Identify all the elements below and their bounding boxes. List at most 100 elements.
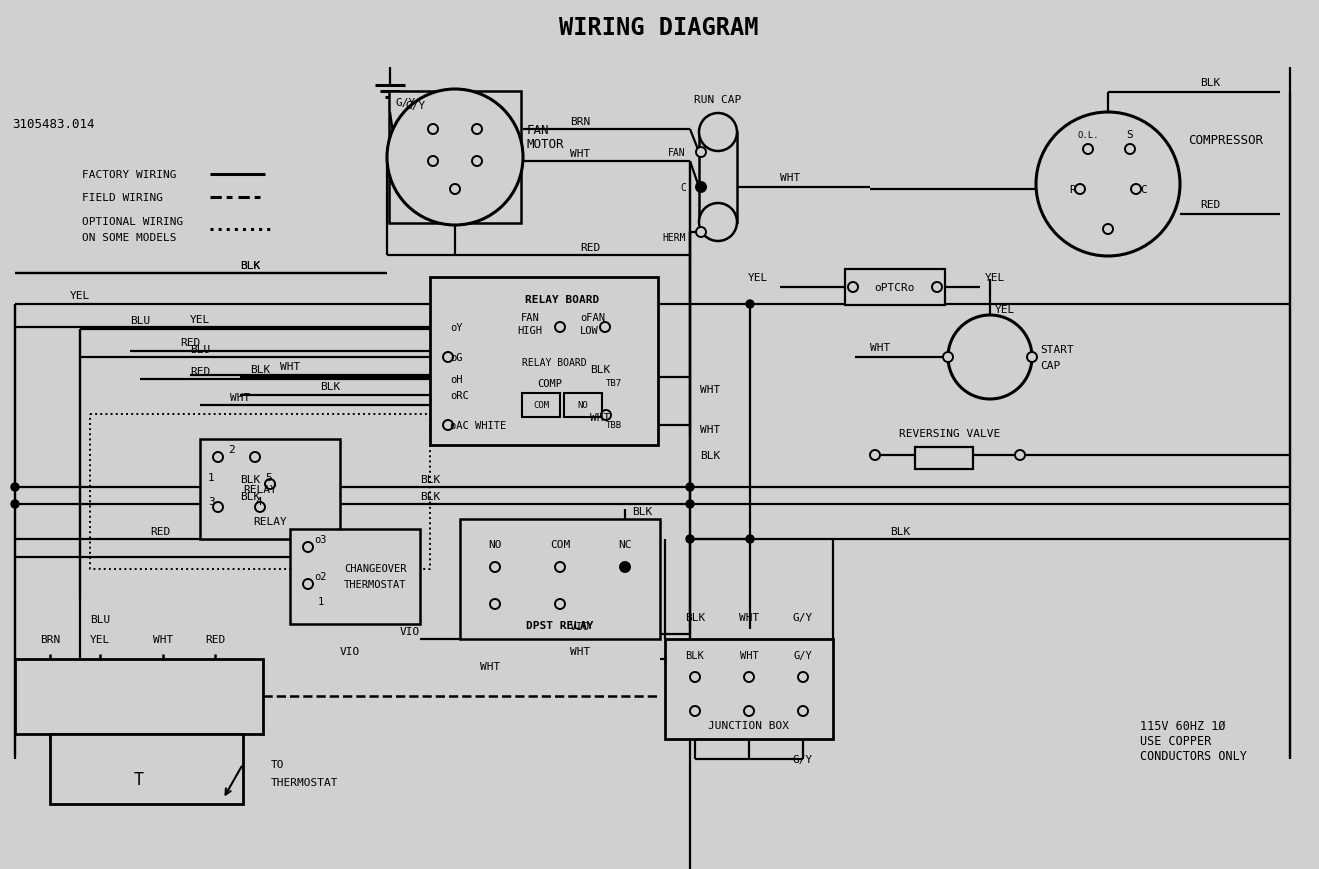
Circle shape <box>744 706 754 716</box>
Text: HIGH: HIGH <box>517 326 542 335</box>
Circle shape <box>747 301 754 308</box>
Text: WHT: WHT <box>230 393 251 402</box>
Circle shape <box>943 353 954 362</box>
Text: RED: RED <box>150 527 170 536</box>
Text: oRC: oRC <box>450 390 468 401</box>
Text: T: T <box>135 770 144 788</box>
Text: 115V 60HZ 1Ø
USE COPPER
CONDUCTORS ONLY: 115V 60HZ 1Ø USE COPPER CONDUCTORS ONLY <box>1140 720 1246 762</box>
Circle shape <box>747 535 754 543</box>
Text: REVERSING VALVE: REVERSING VALVE <box>900 428 1001 439</box>
Circle shape <box>621 563 629 571</box>
Text: WHT: WHT <box>570 647 590 656</box>
Text: S: S <box>1126 129 1133 140</box>
Text: oG: oG <box>450 353 463 362</box>
Bar <box>290 529 419 624</box>
Text: RED: RED <box>190 367 210 376</box>
Bar <box>699 133 737 222</box>
Circle shape <box>11 501 18 508</box>
Text: RED: RED <box>204 634 226 644</box>
Circle shape <box>699 203 737 242</box>
Text: THERMOSTAT: THERMOSTAT <box>344 580 406 589</box>
Text: BLK: BLK <box>321 381 340 392</box>
Text: RELAY: RELAY <box>253 516 286 527</box>
Text: 3: 3 <box>208 496 215 507</box>
Text: R: R <box>1070 185 1076 195</box>
Text: WHT: WHT <box>700 425 720 434</box>
Text: VIO: VIO <box>400 627 419 636</box>
Text: YEL: YEL <box>995 305 1016 315</box>
Text: WHT: WHT <box>153 634 173 644</box>
Circle shape <box>450 185 460 195</box>
Text: YEL: YEL <box>190 315 210 325</box>
Text: oPTCRo: oPTCRo <box>874 282 915 293</box>
Text: VIO: VIO <box>570 621 590 631</box>
Text: RED: RED <box>1200 200 1220 209</box>
Text: oAC WHITE: oAC WHITE <box>450 421 506 430</box>
Text: 1: 1 <box>318 596 324 607</box>
Text: JUNCTION BOX: JUNCTION BOX <box>708 720 790 730</box>
Text: G/Y: G/Y <box>794 650 813 660</box>
Text: 4: 4 <box>255 496 261 507</box>
Circle shape <box>798 706 809 716</box>
Text: BLU: BLU <box>131 315 150 326</box>
Circle shape <box>686 483 694 492</box>
Text: NC: NC <box>619 540 632 549</box>
Text: 3105483.014: 3105483.014 <box>12 118 95 131</box>
Circle shape <box>1125 145 1136 155</box>
Circle shape <box>443 353 452 362</box>
Text: BLK: BLK <box>249 365 270 375</box>
Text: FIELD WIRING: FIELD WIRING <box>82 193 164 202</box>
Text: BLK: BLK <box>419 474 441 484</box>
Text: FAN: FAN <box>528 123 550 136</box>
Text: MOTOR: MOTOR <box>528 137 565 150</box>
Circle shape <box>686 501 694 508</box>
Circle shape <box>620 562 630 573</box>
Circle shape <box>303 580 313 589</box>
Text: BLK: BLK <box>632 507 653 516</box>
Circle shape <box>212 453 223 462</box>
Text: DPST RELAY: DPST RELAY <box>526 620 594 630</box>
Circle shape <box>555 562 565 573</box>
Bar <box>15 660 262 734</box>
Circle shape <box>690 706 700 716</box>
Circle shape <box>472 125 481 135</box>
Text: VIO: VIO <box>340 647 360 656</box>
Circle shape <box>251 453 260 462</box>
Circle shape <box>1075 185 1086 195</box>
Text: YEL: YEL <box>748 273 768 282</box>
Text: CHANGEOVER: CHANGEOVER <box>344 563 406 574</box>
Text: 1: 1 <box>208 473 215 482</box>
Text: RELAY BOARD: RELAY BOARD <box>525 295 599 305</box>
Circle shape <box>933 282 942 293</box>
Text: WHT: WHT <box>570 149 590 159</box>
Circle shape <box>686 535 694 543</box>
Text: TBB: TBB <box>605 421 623 430</box>
Text: BLK: BLK <box>700 450 720 461</box>
Text: WHT: WHT <box>480 661 500 671</box>
Text: TO: TO <box>270 760 285 769</box>
Text: FAN: FAN <box>669 148 686 158</box>
Text: YEL: YEL <box>985 273 1005 282</box>
Circle shape <box>696 228 706 238</box>
Text: WHT: WHT <box>871 342 890 353</box>
Text: BLK: BLK <box>686 650 704 660</box>
Circle shape <box>699 114 737 152</box>
Text: WHT: WHT <box>740 650 758 660</box>
Text: G/Y: G/Y <box>793 754 813 764</box>
Bar <box>200 440 340 540</box>
Text: OPTIONAL WIRING: OPTIONAL WIRING <box>82 216 183 227</box>
Circle shape <box>555 322 565 333</box>
Circle shape <box>212 502 223 513</box>
Text: RELAY BOARD: RELAY BOARD <box>522 357 587 368</box>
Circle shape <box>1028 353 1037 362</box>
Text: RUN CAP: RUN CAP <box>694 95 741 105</box>
Circle shape <box>601 410 611 421</box>
Circle shape <box>255 502 265 513</box>
Text: 5: 5 <box>265 473 272 482</box>
Circle shape <box>427 156 438 167</box>
Text: COM: COM <box>533 401 549 410</box>
Text: BLK: BLK <box>1200 78 1220 88</box>
Bar <box>845 269 944 306</box>
Text: BLU: BLU <box>190 345 210 355</box>
Text: BLK: BLK <box>240 261 260 270</box>
